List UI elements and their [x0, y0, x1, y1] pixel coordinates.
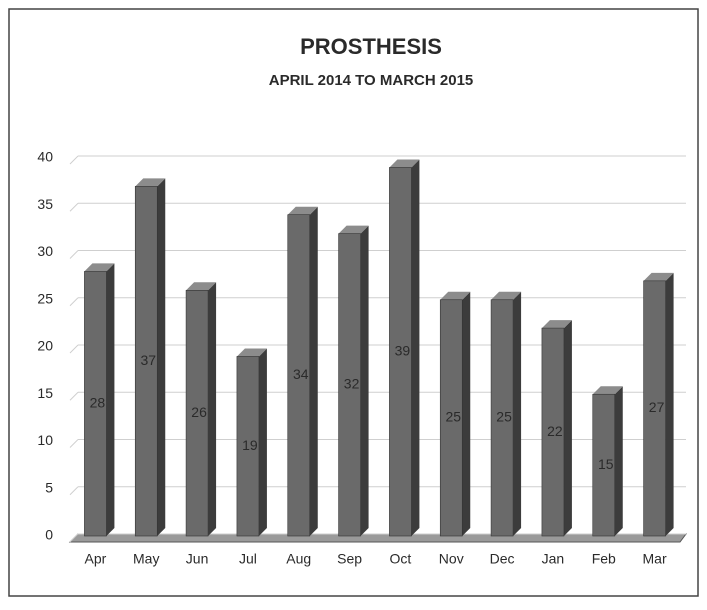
bar-side [563, 320, 572, 536]
bar [389, 167, 412, 537]
bar-top [186, 282, 217, 291]
x-tick-label: Apr [85, 551, 107, 567]
bar-side [411, 159, 420, 536]
chart-title: PROSTHESIS [300, 34, 442, 59]
bar-top [389, 159, 420, 168]
y-tick-label: 25 [37, 290, 53, 306]
grid-depth [69, 297, 79, 307]
bar-side [309, 206, 318, 536]
bar [236, 356, 260, 537]
data-label: 27 [649, 399, 665, 415]
grid-depth [69, 250, 79, 259]
x-tick-label: Sep [337, 551, 362, 567]
bar-side [462, 291, 471, 536]
bar [592, 393, 616, 537]
grid-depth [69, 391, 79, 401]
data-label: 22 [547, 423, 563, 439]
bar-top [491, 291, 522, 300]
data-label: 34 [293, 366, 309, 382]
x-tick-label: Feb [592, 551, 616, 567]
grid-depth [69, 486, 79, 496]
bar-side [614, 386, 623, 536]
data-label: 39 [395, 342, 411, 358]
bar-top [643, 272, 674, 281]
x-tick-label: Mar [643, 551, 667, 567]
x-tick-label: Jun [186, 551, 209, 567]
y-tick-label: 30 [37, 243, 53, 259]
bar [287, 214, 311, 537]
y-tick-label: 35 [37, 196, 53, 212]
chart-subtitle: APRIL 2014 TO MARCH 2015 [269, 72, 474, 89]
bar-top [287, 206, 318, 215]
bar-side [157, 178, 166, 536]
data-label: 32 [344, 376, 360, 392]
bar-top [541, 320, 572, 329]
bar-side [360, 225, 369, 536]
bar-top [135, 178, 166, 187]
x-tick-label: May [133, 551, 159, 567]
bar [185, 289, 209, 537]
bar-top [592, 386, 623, 395]
data-label: 26 [191, 404, 207, 420]
bar [643, 280, 666, 537]
grid-depth [69, 202, 79, 212]
y-tick-label: 15 [37, 385, 53, 401]
bar-top [84, 263, 115, 272]
bar-side [513, 291, 522, 536]
grid-depth [69, 344, 79, 354]
data-label: 25 [445, 409, 461, 425]
y-tick-label: 0 [45, 527, 53, 543]
x-tick-label: Nov [439, 551, 464, 567]
data-label: 28 [90, 394, 106, 410]
y-tick-label: 40 [37, 149, 53, 165]
data-label: 19 [242, 437, 258, 453]
bar [541, 327, 565, 537]
bar-side [208, 282, 217, 536]
bar [338, 233, 361, 537]
bar [490, 299, 514, 537]
bar [84, 271, 107, 537]
bar-top [338, 225, 369, 234]
y-tick-label: 20 [37, 338, 53, 354]
x-tick-label: Oct [390, 551, 412, 567]
bar-side [665, 272, 674, 536]
data-label: 25 [496, 409, 512, 425]
x-tick-label: Jul [239, 551, 257, 567]
bar-side [106, 263, 115, 536]
y-tick-label: 5 [45, 479, 53, 495]
grid-depth [69, 533, 79, 543]
bar-side [258, 348, 267, 536]
grid-depth [69, 155, 79, 165]
bar-top [236, 348, 267, 357]
bar [439, 299, 463, 537]
x-tick-label: Dec [490, 551, 515, 567]
bar-top [440, 291, 471, 300]
grid-depth [69, 439, 79, 448]
x-tick-label: Aug [286, 551, 311, 567]
x-tick-label: Jan [542, 551, 565, 567]
bar [134, 186, 158, 537]
y-tick-label: 10 [37, 432, 53, 448]
data-label: 37 [140, 352, 156, 368]
data-label: 15 [598, 456, 614, 472]
